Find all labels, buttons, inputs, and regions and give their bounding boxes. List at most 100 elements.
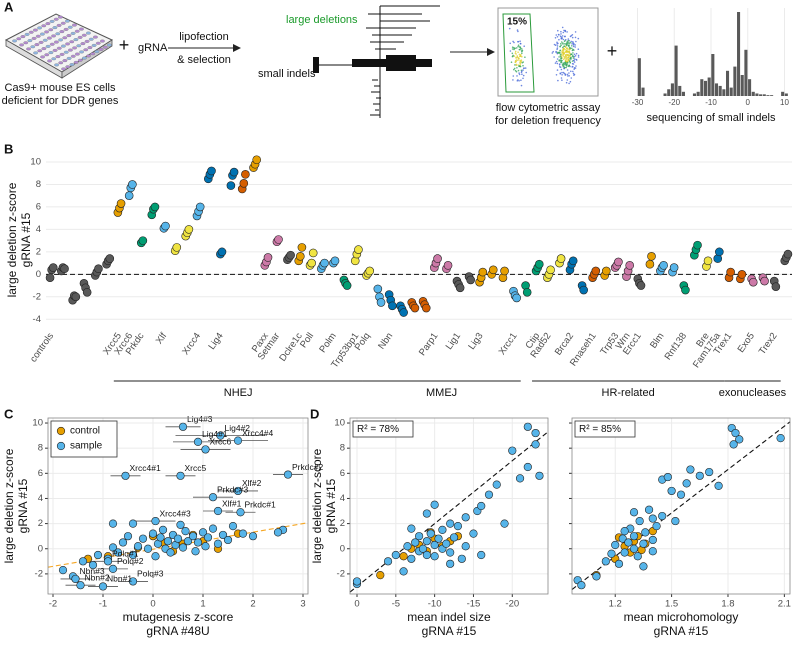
flow-dot <box>551 52 554 54</box>
point-label: Polq#1 <box>112 549 139 559</box>
flow-dot <box>518 72 520 74</box>
group-label: NHEJ <box>224 387 253 399</box>
well <box>54 40 59 44</box>
x-tick-label: 2.1 <box>778 599 791 610</box>
point <box>411 538 420 547</box>
point <box>659 261 668 270</box>
flow-dot <box>568 56 570 58</box>
flow-dot <box>573 74 575 76</box>
point <box>76 581 85 590</box>
point <box>453 522 463 531</box>
y-tick-label: -2 <box>337 568 345 579</box>
point <box>228 522 238 531</box>
point <box>383 557 393 566</box>
point <box>105 254 115 263</box>
point <box>629 508 639 517</box>
flow-dot <box>563 29 565 32</box>
point <box>151 552 160 561</box>
flow-dot <box>555 74 558 76</box>
point <box>307 258 316 268</box>
flow-dot <box>556 69 559 71</box>
point <box>48 263 58 272</box>
point <box>116 199 126 208</box>
point <box>172 243 182 252</box>
point <box>223 535 233 545</box>
well <box>83 48 89 52</box>
flow-dot <box>565 54 567 57</box>
group-label: exonucleases <box>719 387 787 399</box>
flow-dot <box>573 49 575 51</box>
point <box>449 533 459 542</box>
point <box>591 266 601 276</box>
x-tick-label: Trex2 <box>757 331 780 357</box>
panel-label: D <box>310 406 319 421</box>
point <box>648 547 657 556</box>
flow-dot <box>513 41 515 44</box>
histogram-bar <box>725 70 730 96</box>
point <box>203 533 213 542</box>
well <box>66 56 72 60</box>
well <box>72 23 77 27</box>
flow-dot <box>524 56 526 58</box>
point <box>320 258 329 268</box>
flow-dot <box>561 79 563 81</box>
well <box>51 57 57 61</box>
flow-dot <box>521 52 523 54</box>
point <box>342 281 352 290</box>
flow-dot <box>516 80 519 82</box>
point <box>422 550 431 560</box>
flow-dot <box>568 72 570 74</box>
y-tick-label: 8 <box>38 443 43 454</box>
annotation: R² = 85% <box>579 424 621 435</box>
well <box>41 24 47 28</box>
point <box>124 191 134 200</box>
flow-dot <box>562 58 565 60</box>
panel-label: C <box>4 406 14 421</box>
point <box>443 261 453 270</box>
well <box>28 30 34 34</box>
point <box>422 537 431 546</box>
point <box>523 422 532 431</box>
flow-dot <box>568 82 570 85</box>
flow-dot <box>559 73 562 75</box>
point <box>641 528 650 537</box>
flow-dot <box>568 42 570 45</box>
x-tick-label: 1.5 <box>665 599 678 610</box>
x-axis-title: gRNA #15 <box>422 624 477 638</box>
point <box>163 537 173 546</box>
point <box>607 549 616 558</box>
point <box>176 471 185 480</box>
flow-dot <box>516 67 518 69</box>
x-tick-label: Parp1 <box>417 331 441 358</box>
flow-dot <box>575 58 578 61</box>
point-label: Lig4#1 <box>202 429 228 439</box>
well <box>67 25 73 29</box>
flow-dot <box>562 51 565 54</box>
point-label: Nbn#1 <box>107 574 132 584</box>
cells-label: deficient for DDR genes <box>2 95 119 107</box>
well <box>107 43 112 47</box>
point <box>714 481 723 490</box>
point <box>108 564 118 573</box>
point <box>195 202 205 212</box>
point <box>128 180 137 189</box>
flow-dot <box>515 47 518 49</box>
flow-dot <box>569 48 571 50</box>
flow-dot <box>564 57 566 60</box>
well <box>54 63 59 67</box>
flow-dot <box>554 37 557 39</box>
flow-dot <box>557 42 559 45</box>
point <box>614 559 624 568</box>
point <box>523 462 532 472</box>
well <box>90 52 96 56</box>
point <box>121 471 130 480</box>
point <box>71 574 80 584</box>
flow-dot <box>568 64 571 67</box>
well <box>45 22 51 26</box>
flow-dot <box>559 66 561 68</box>
flow-dot <box>553 56 555 58</box>
x-tick-label: Exo5 <box>736 331 757 355</box>
flow-dot <box>574 31 577 33</box>
step-label: & selection <box>177 54 231 66</box>
flow-dot <box>556 58 559 60</box>
